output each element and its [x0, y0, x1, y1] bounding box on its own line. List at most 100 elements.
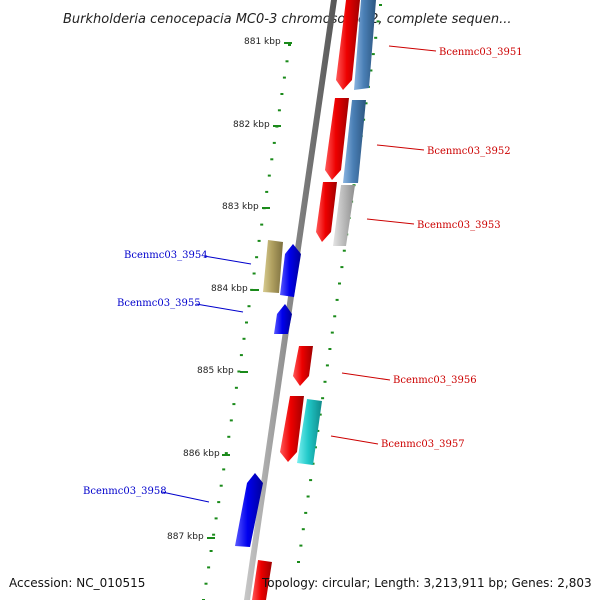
minor-tick: [224, 452, 228, 455]
tick-label-882: 882 kbp: [233, 120, 270, 130]
gene-arrow-3952[interactable]: [325, 98, 349, 180]
gene-arrow-3958[interactable]: [235, 473, 263, 547]
minor-tick: [323, 380, 327, 383]
minor-tick: [209, 550, 213, 552]
leader-3957: [330, 435, 379, 445]
minor-tick: [232, 403, 236, 406]
minor-tick: [369, 69, 373, 72]
gene-label-3951[interactable]: Bcenmc03_3951: [439, 47, 523, 58]
minor-tick: [239, 354, 243, 357]
minor-tick: [325, 364, 329, 367]
topology-text: Topology: circular; Length: 3,213,911 bp…: [261, 576, 592, 590]
map-title: Burkholderia cenocepacia MC0-3 chromosom…: [63, 12, 511, 27]
minor-tick: [242, 337, 246, 340]
minor-tick: [285, 60, 289, 63]
minor-tick: [333, 315, 337, 318]
tick-label-886: 886 kbp: [183, 449, 220, 459]
minor-tick: [207, 566, 211, 569]
tick-label-887: 887 kbp: [167, 532, 204, 542]
minor-tick: [247, 305, 251, 308]
minor-tick: [267, 174, 271, 177]
leader-lines: [161, 45, 437, 503]
feature-bar-3953: [333, 185, 355, 246]
feature-bar-3951: [354, 0, 376, 90]
minor-tick: [237, 370, 241, 373]
tick-label-884: 884 kbp: [211, 284, 248, 294]
minor-tick: [282, 76, 286, 79]
minor-tick: [309, 479, 313, 482]
minor-tick: [376, 20, 380, 23]
leader-3952: [376, 144, 425, 151]
gene-arrow-3951[interactable]: [336, 0, 360, 90]
major-ticks: 881 kbp 882 kbp 883 kbp 884 kbp 885 kbp …: [167, 37, 292, 542]
gene-arrow-3955[interactable]: [274, 304, 292, 334]
minor-tick: [260, 223, 264, 226]
chromosome-backbone: [244, 0, 337, 600]
minor-tick: [335, 298, 339, 301]
minor-tick: [297, 561, 300, 563]
minor-tick: [252, 272, 256, 275]
minor-tick: [280, 93, 284, 95]
minor-tick: [299, 544, 303, 547]
gene-arrow-partial[interactable]: [252, 560, 272, 600]
minor-tick: [318, 413, 322, 416]
minor-tick: [371, 53, 375, 56]
feature-bar-3954: [263, 240, 283, 293]
leader-3955: [195, 303, 244, 313]
leader-3954: [203, 255, 252, 265]
gene-label-3953[interactable]: Bcenmc03_3953: [417, 220, 501, 231]
minor-tick: [234, 386, 238, 389]
minor-tick: [204, 582, 208, 585]
minor-tick: [338, 282, 341, 285]
minor-tick: [379, 4, 382, 6]
gene-arrow-3954[interactable]: [280, 244, 301, 297]
minor-tick: [321, 397, 325, 400]
minor-tick: [257, 239, 261, 242]
gene-label-3954[interactable]: Bcenmc03_3954: [124, 250, 208, 261]
minor-tick: [304, 511, 308, 514]
gene-arrow-3953[interactable]: [316, 182, 337, 242]
minor-tick: [374, 36, 378, 39]
tick-label-885: 885 kbp: [197, 366, 234, 376]
minor-tick: [301, 528, 305, 531]
minor-tick: [214, 517, 218, 520]
gene-label-3956[interactable]: Bcenmc03_3956: [393, 375, 477, 386]
leader-3953: [366, 218, 415, 225]
minor-tick: [340, 266, 344, 269]
minor-tick: [270, 158, 274, 161]
minor-tick: [222, 468, 226, 471]
minor-tick: [342, 249, 346, 252]
minor-tick: [229, 419, 233, 422]
gene-label-3957[interactable]: Bcenmc03_3957: [381, 439, 465, 450]
minor-tick: [330, 331, 334, 334]
gene-labels: Bcenmc03_3951 Bcenmc03_3952 Bcenmc03_395…: [83, 47, 523, 497]
gene-label-3952[interactable]: Bcenmc03_3952: [427, 146, 511, 157]
minor-tick: [255, 256, 259, 259]
minor-tick: [272, 141, 276, 144]
feature-bar-3957: [297, 399, 322, 465]
minor-tick: [316, 429, 320, 432]
minor-tick: [328, 348, 332, 350]
gene-label-3958[interactable]: Bcenmc03_3958: [83, 486, 167, 497]
leader-3951: [388, 45, 437, 52]
minor-tick: [364, 102, 368, 105]
gene-arrow-3957[interactable]: [280, 396, 304, 462]
minor-tick: [245, 321, 248, 324]
leader-3956: [341, 372, 391, 381]
gene-arrows: [235, 0, 376, 600]
accession-text: Accession: NC_010515: [9, 576, 145, 590]
minor-tick: [219, 484, 223, 487]
tick-label-881: 881 kbp: [244, 37, 281, 47]
tick-label-883: 883 kbp: [222, 202, 259, 212]
minor-tick: [288, 44, 291, 46]
minor-tick: [306, 495, 310, 498]
minor-tick: [212, 533, 216, 536]
minor-tick: [217, 501, 221, 504]
minor-tick: [265, 190, 269, 193]
minor-tick: [227, 435, 231, 438]
tick-ring-right: [297, 4, 382, 563]
gene-label-3955[interactable]: Bcenmc03_3955: [117, 298, 201, 309]
gene-arrow-3956[interactable]: [293, 346, 313, 386]
feature-bar-3952: [343, 100, 366, 183]
